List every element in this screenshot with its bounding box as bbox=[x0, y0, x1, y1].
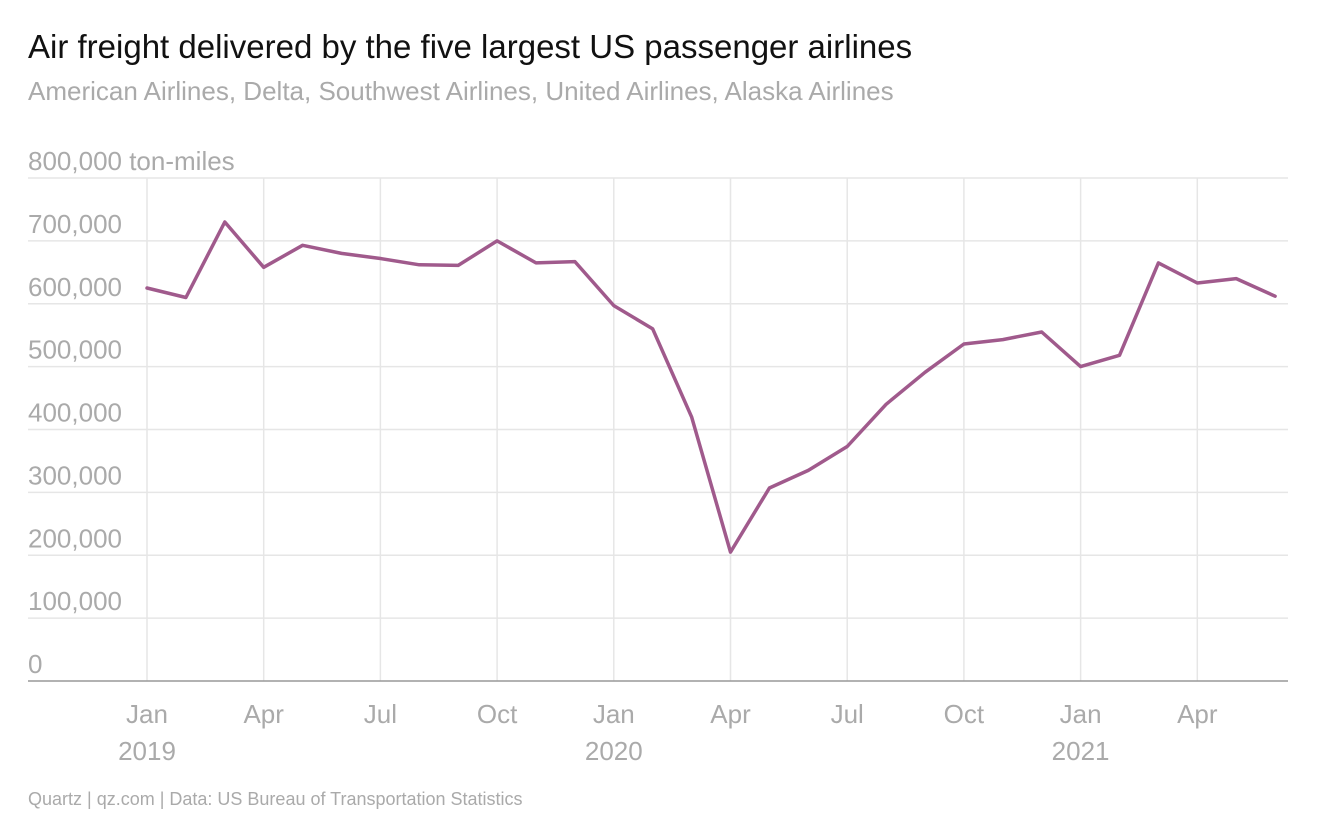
x-tick-label: Oct bbox=[477, 699, 518, 729]
x-year-label: 2021 bbox=[1052, 736, 1110, 766]
series-layer bbox=[145, 220, 1277, 554]
x-year-label: 2020 bbox=[585, 736, 643, 766]
y-tick-label: 600,000 bbox=[28, 272, 122, 302]
x-tick-label: Jan bbox=[126, 699, 168, 729]
y-tick-label: 500,000 bbox=[28, 335, 122, 365]
y-tick-label: 400,000 bbox=[28, 398, 122, 428]
y-tick-label: 700,000 bbox=[28, 209, 122, 239]
x-tick-label: Oct bbox=[944, 699, 985, 729]
x-axis-labels: Jan 2019 Apr Jul Oct Jan 2020 Apr Jul Oct Jan 2021 A… bbox=[118, 699, 1218, 766]
x-tick-label: Apr bbox=[243, 699, 284, 729]
x-tick-label: Jul bbox=[831, 699, 864, 729]
y-axis-labels: 0 100,000 200,000 300,000 400,000 500,000 600,… bbox=[28, 146, 235, 679]
x-tick-label: Apr bbox=[1177, 699, 1218, 729]
y-tick-label: 800,000 ton-miles bbox=[28, 146, 235, 176]
source-credit: Quartz | qz.com | Data: US Bureau of Tra… bbox=[28, 789, 523, 809]
x-tick-label: Jan bbox=[1060, 699, 1102, 729]
x-tick-label: Apr bbox=[710, 699, 751, 729]
chart-title: Air freight delivered by the five larges… bbox=[28, 28, 913, 65]
y-tick-label: 300,000 bbox=[28, 460, 122, 490]
x-tick-label: Jan bbox=[593, 699, 635, 729]
grid-layer bbox=[28, 177, 1288, 681]
x-year-label: 2019 bbox=[118, 736, 176, 766]
chart-subtitle: American Airlines, Delta, Southwest Airl… bbox=[28, 76, 894, 106]
y-tick-label: 100,000 bbox=[28, 586, 122, 616]
y-tick-label: 200,000 bbox=[28, 523, 122, 553]
x-tick-label: Jul bbox=[364, 699, 397, 729]
series-line bbox=[145, 220, 1277, 554]
y-tick-label: 0 bbox=[28, 649, 42, 679]
